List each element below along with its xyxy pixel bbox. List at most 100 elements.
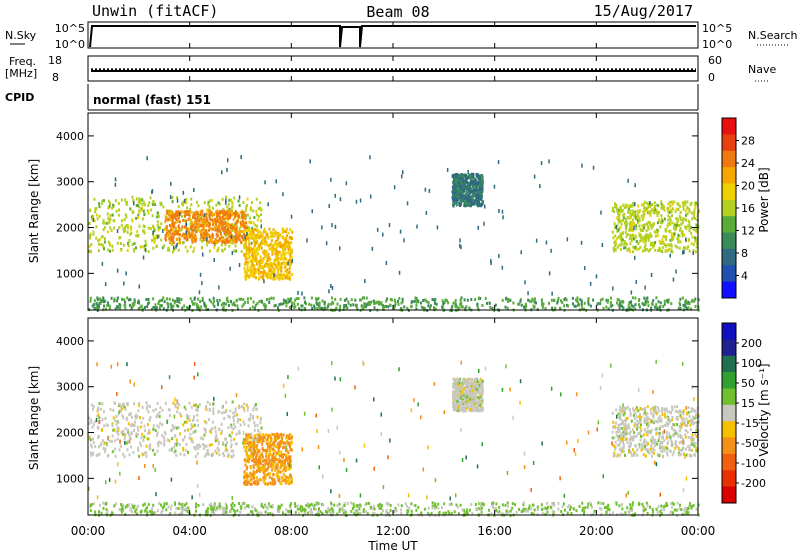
data-cell (422, 299, 424, 302)
data-cell (478, 201, 480, 204)
data-cell (248, 255, 250, 258)
data-cell (627, 211, 629, 214)
data-cell (202, 221, 204, 224)
data-cell (142, 417, 144, 420)
data-cell (104, 441, 106, 444)
data-cell (256, 477, 258, 480)
data-cell (201, 231, 203, 234)
data-cell (483, 222, 485, 226)
data-cell (233, 301, 235, 304)
data-cell (197, 204, 199, 207)
data-cell (297, 303, 299, 306)
data-cell (498, 209, 500, 213)
data-cell (282, 257, 284, 260)
data-cell (455, 305, 457, 308)
data-cell (194, 221, 196, 224)
data-cell (207, 203, 209, 206)
data-cell (213, 300, 215, 303)
data-cell (207, 233, 209, 236)
data-cell (206, 209, 208, 212)
nsearch-tick-bottom: 10^0 (702, 38, 732, 51)
data-cell (203, 232, 205, 235)
data-cell (246, 466, 248, 469)
data-cell (107, 212, 109, 215)
data-cell (277, 269, 279, 272)
data-cell (165, 402, 167, 405)
data-cell (234, 215, 236, 218)
data-cell (242, 298, 244, 301)
data-cell (130, 228, 132, 231)
data-cell (109, 226, 111, 229)
data-cell (174, 233, 176, 236)
data-cell (303, 296, 305, 299)
data-cell (170, 306, 172, 309)
data-cell (344, 299, 346, 302)
data-cell (169, 449, 171, 452)
station-title: Unwin (fitACF) (92, 2, 218, 20)
data-cell (274, 263, 276, 266)
data-cell (218, 285, 220, 289)
data-cell (147, 302, 149, 305)
data-cell (183, 191, 185, 195)
data-cell (229, 210, 231, 213)
data-cell (101, 402, 103, 405)
data-cell (164, 439, 166, 442)
data-cell (109, 205, 111, 208)
data-cell (252, 255, 254, 258)
data-cell (632, 246, 634, 249)
data-cell (223, 305, 225, 308)
data-cell (107, 217, 109, 220)
data-cell (646, 209, 648, 212)
data-cell (173, 226, 175, 229)
data-cell (478, 195, 480, 198)
data-cell (610, 297, 612, 300)
data-cell (243, 253, 245, 256)
data-cell (670, 218, 672, 221)
data-cell (642, 210, 644, 213)
data-cell (206, 243, 208, 246)
data-cell (216, 235, 218, 238)
data-cell (278, 257, 280, 260)
data-cell (146, 437, 148, 440)
data-cell (693, 211, 695, 214)
data-cell (654, 306, 656, 309)
data-cell (261, 301, 263, 304)
data-cell (225, 228, 227, 231)
data-cell (153, 424, 155, 427)
data-cell (446, 299, 448, 302)
data-cell (291, 231, 293, 234)
data-cell (190, 427, 192, 430)
data-cell (172, 250, 174, 253)
data-cell (257, 416, 259, 419)
data-cell (269, 476, 271, 479)
data-cell (194, 217, 196, 220)
data-cell (334, 298, 336, 301)
data-cell (140, 436, 142, 439)
data-cell (249, 217, 251, 220)
data-cell (97, 298, 99, 301)
data-cell (559, 307, 561, 310)
data-cell (182, 233, 184, 236)
cpid-text: normal (fast) 151 (93, 93, 211, 107)
data-cell (664, 218, 666, 221)
data-cell (245, 221, 247, 224)
data-cell (210, 300, 212, 303)
data-cell (660, 301, 662, 304)
data-cell (157, 220, 159, 223)
data-cell (656, 212, 658, 215)
data-cell (670, 243, 672, 246)
data-cell (155, 429, 157, 432)
data-cell (136, 204, 138, 207)
data-cell (400, 230, 402, 234)
data-cell (265, 469, 267, 472)
data-cell (144, 452, 146, 455)
data-cell (399, 271, 401, 275)
data-cell (139, 211, 141, 214)
data-cell (635, 227, 637, 230)
data-cell (250, 233, 252, 236)
data-cell (146, 445, 148, 448)
data-cell (239, 298, 241, 301)
data-cell (350, 304, 352, 307)
data-cell (152, 231, 154, 235)
data-cell (241, 214, 243, 217)
